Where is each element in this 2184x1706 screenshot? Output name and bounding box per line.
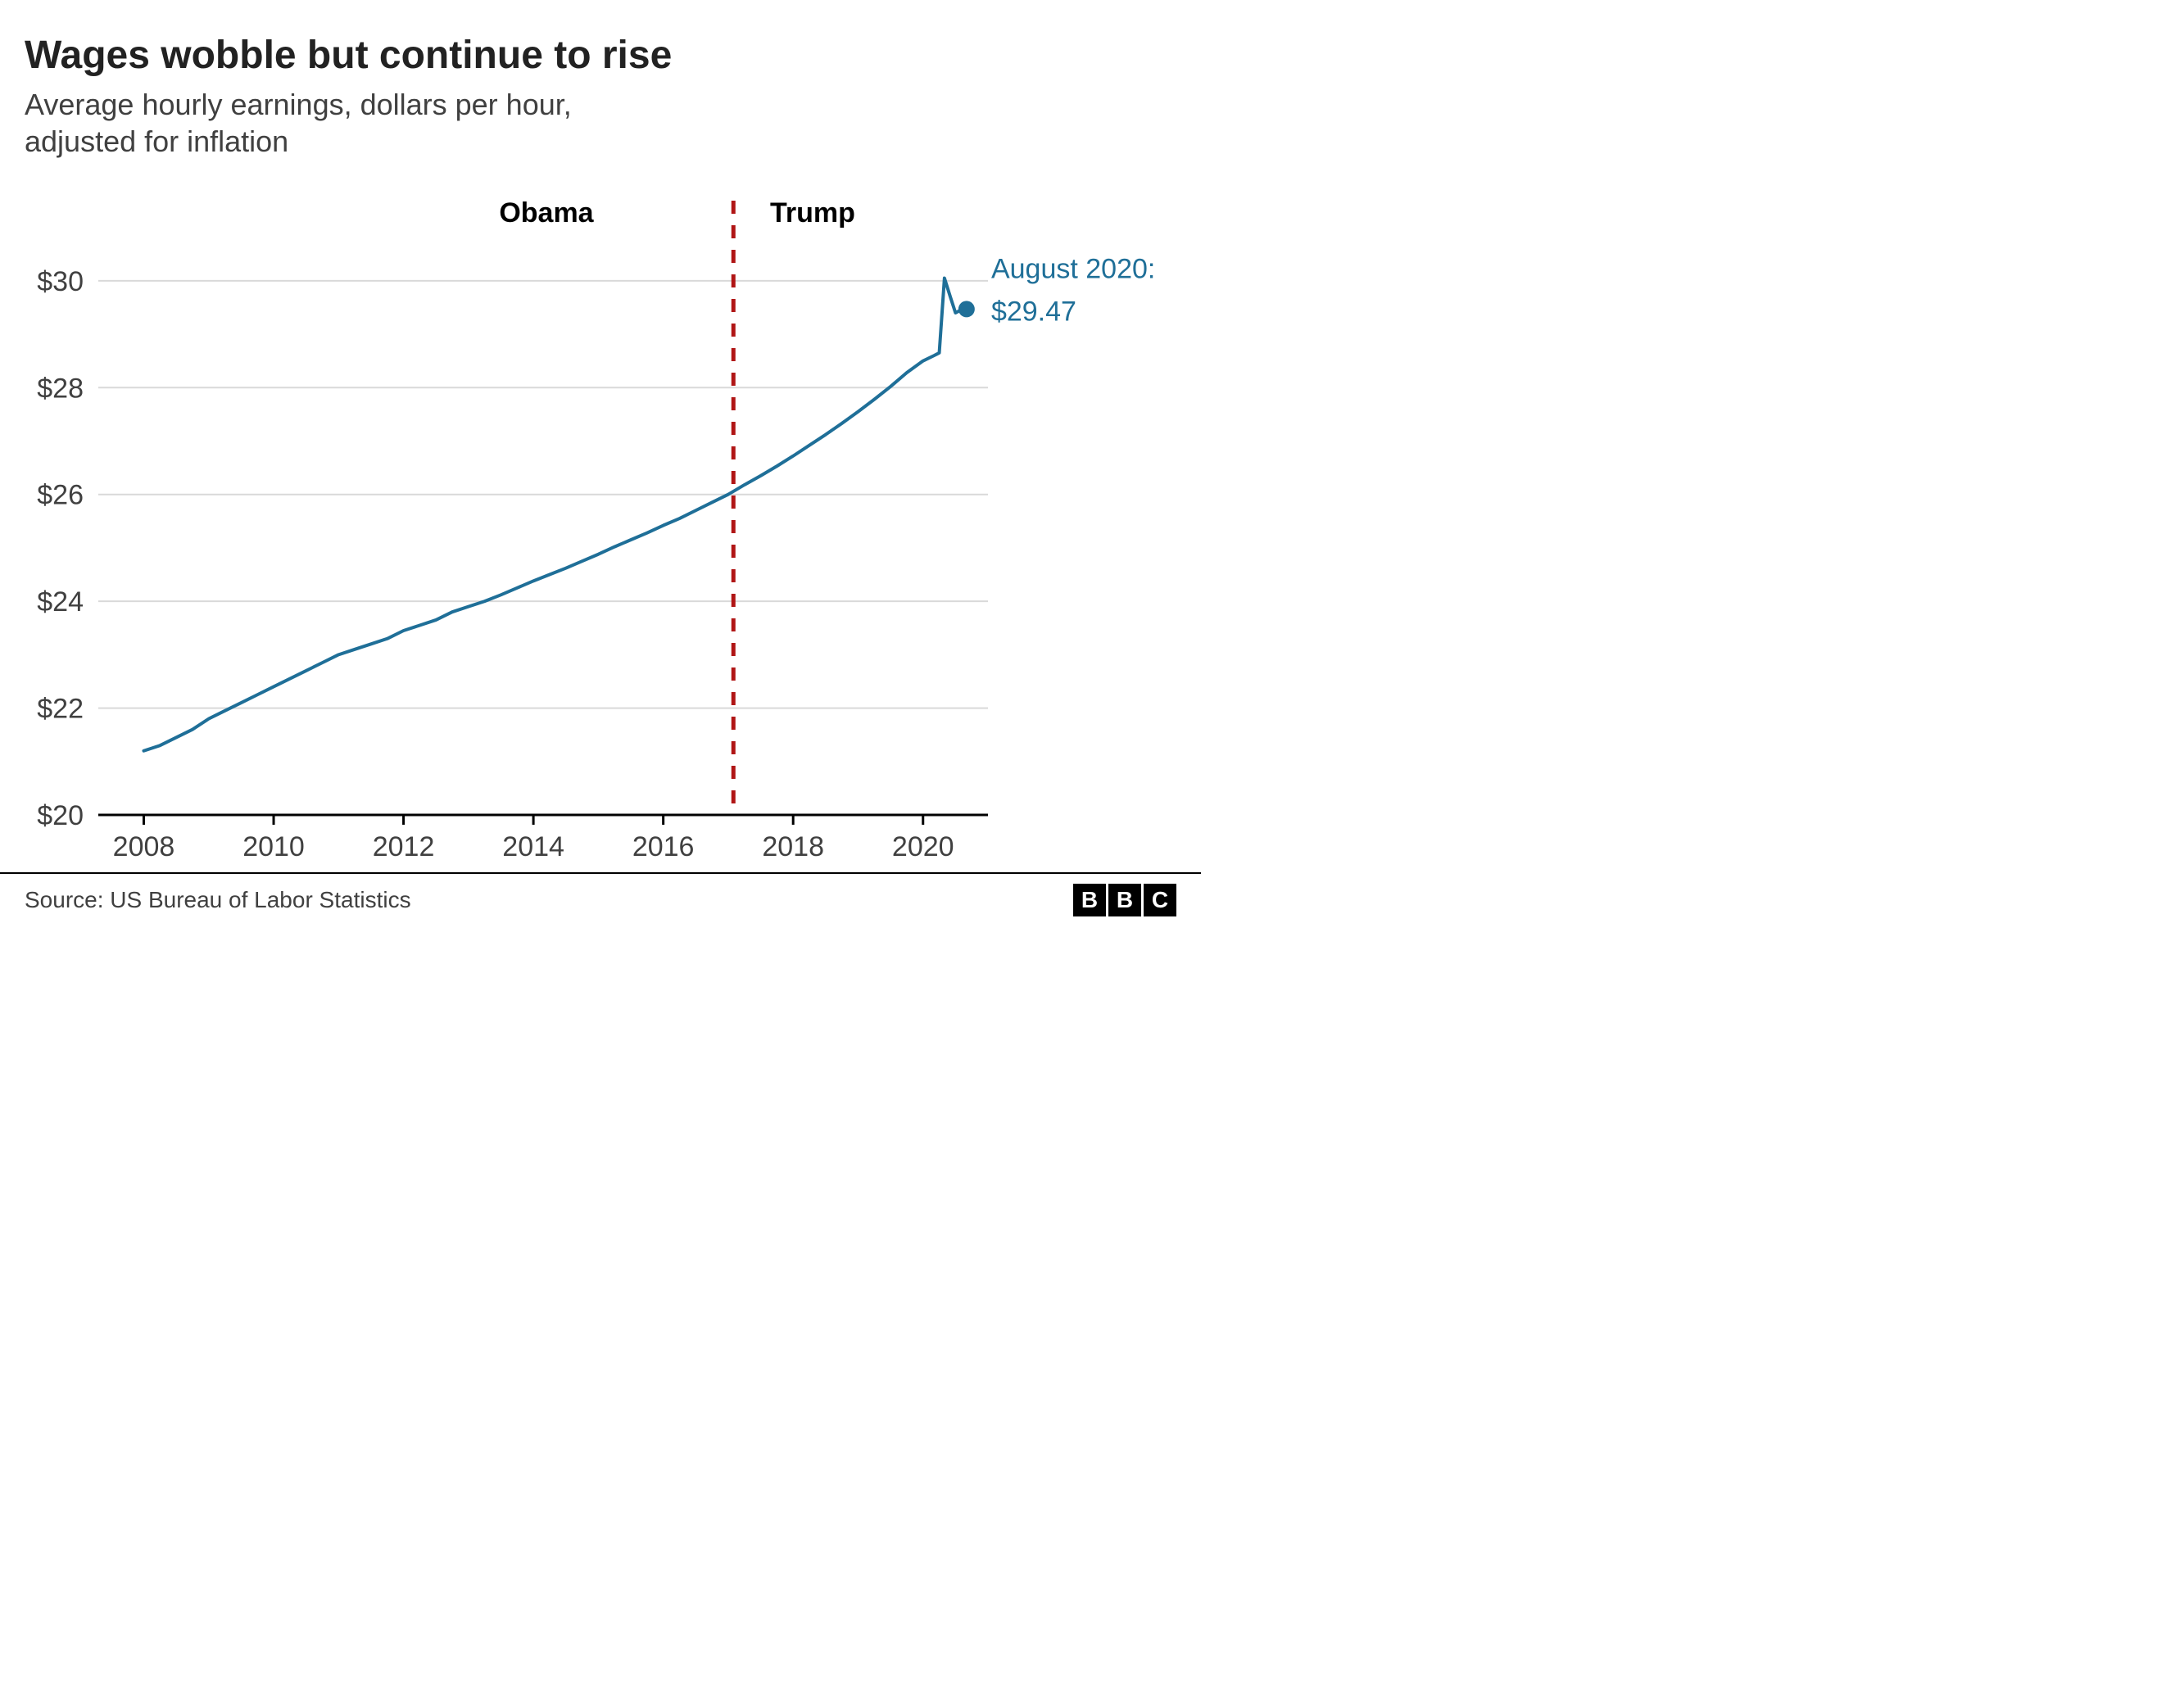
bbc-logo: B B C xyxy=(1073,884,1176,916)
subtitle-line2: adjusted for inflation xyxy=(25,124,288,158)
chart-container: Wages wobble but continue to rise Averag… xyxy=(0,0,1201,928)
bbc-logo-c: C xyxy=(1144,884,1176,916)
callout-dot xyxy=(958,301,975,317)
plot-area: $20 $22 $24 $26 $28 $30 2008 2010 2012 2014 2016 20… xyxy=(0,176,1201,872)
y-tick-label: $26 xyxy=(37,480,84,511)
x-tick-label: 2020 xyxy=(892,831,954,862)
chart-subtitle: Average hourly earnings, dollars per hou… xyxy=(25,86,1201,160)
x-tick-label: 2014 xyxy=(502,831,564,862)
x-tick-label: 2008 xyxy=(113,831,175,862)
chart-title: Wages wobble but continue to rise xyxy=(25,33,1201,78)
y-tick-label: $20 xyxy=(37,800,84,831)
subtitle-line1: Average hourly earnings, dollars per hou… xyxy=(25,88,572,121)
callout-line1: August 2020: xyxy=(991,254,1155,285)
bbc-logo-b2: B xyxy=(1108,884,1141,916)
x-tick-label: 2016 xyxy=(632,831,695,862)
x-tick-label: 2010 xyxy=(242,831,305,862)
bbc-logo-b1: B xyxy=(1073,884,1106,916)
x-tick-label: 2018 xyxy=(762,831,824,862)
y-tick-label: $24 xyxy=(37,586,84,618)
era-label: Trump xyxy=(770,197,855,229)
callout-line2: $29.47 xyxy=(991,296,1076,328)
x-tick-label: 2012 xyxy=(373,831,435,862)
y-tick-label: $22 xyxy=(37,694,84,725)
source-text: Source: US Bureau of Labor Statistics xyxy=(25,887,411,913)
footer: Source: US Bureau of Labor Statistics B … xyxy=(0,872,1201,928)
y-tick-label: $30 xyxy=(37,266,84,297)
y-tick-label: $28 xyxy=(37,373,84,404)
wage-line xyxy=(143,278,966,751)
era-label: Obama xyxy=(499,197,594,229)
chart-svg: $20 $22 $24 $26 $28 $30 2008 2010 2012 2014 2016 20… xyxy=(0,176,1201,872)
